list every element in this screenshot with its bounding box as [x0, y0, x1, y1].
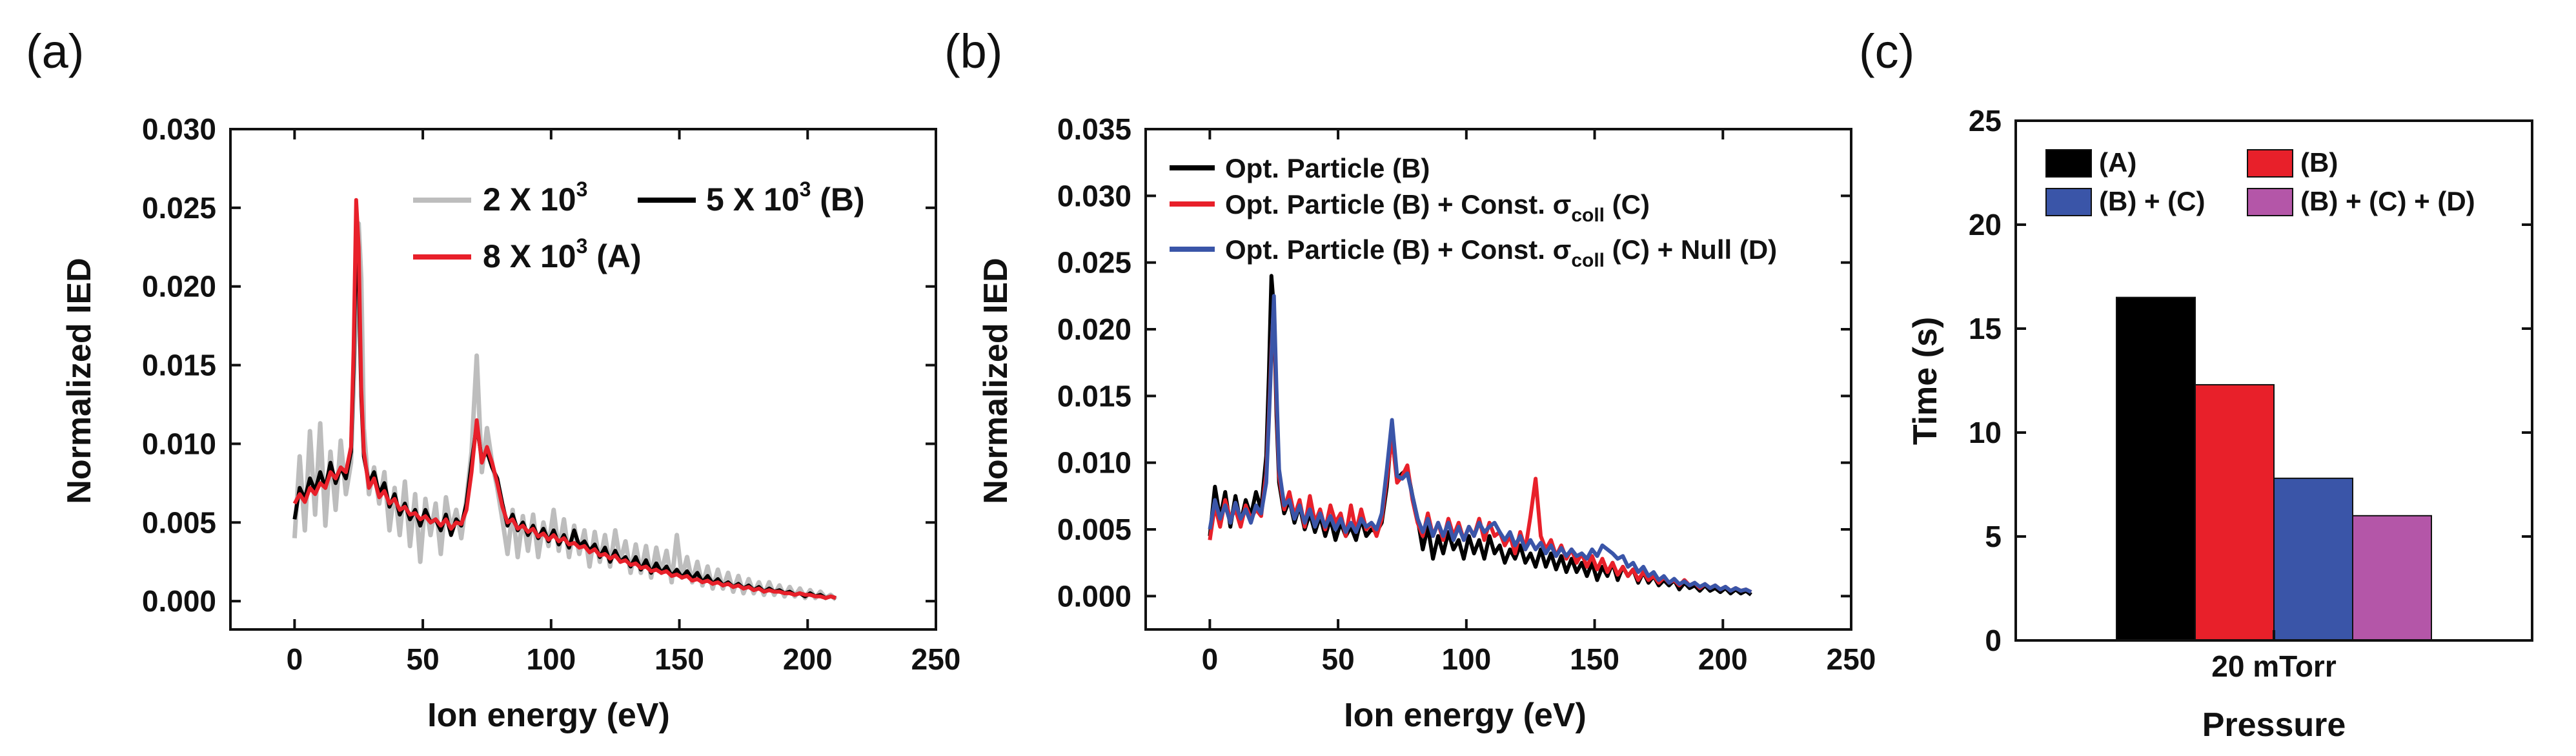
- legend-c-label-2: (B): [2300, 147, 2338, 178]
- panel-a-y-axis-title: Normalized IED: [61, 258, 98, 504]
- panel-c-y-tick-label: 5: [1985, 520, 2002, 553]
- panel-c-y-tick-label: 20: [1969, 208, 2002, 241]
- panel-c-x-axis-title: Pressure: [2202, 706, 2346, 744]
- panel-b-y-tick-label: 0.020: [1057, 312, 1131, 346]
- panel-a-x-tick-labels: 0 50 100 150 200 250: [287, 642, 961, 676]
- panel-b-x-tick-label: 250: [1827, 642, 1876, 676]
- legend-c-swatch-4: [2247, 188, 2293, 216]
- legend-c-swatch-1: [2045, 149, 2092, 178]
- panel-b-y-tick-label: 0.005: [1057, 513, 1131, 546]
- panel-b-x-tick-label: 0: [1202, 642, 1219, 676]
- panel-b-x-tick-label: 100: [1441, 642, 1491, 676]
- panel-c-category-label: 20 mTorr: [2211, 649, 2337, 683]
- panel-b-label: (b): [944, 25, 1002, 78]
- panel-b-x-axis-title: Ion energy (eV): [1344, 697, 1587, 734]
- panel-c-legend: (A) (B) (B) + (C) (B) + (C) + (D): [2045, 147, 2475, 216]
- panel-a-series-line-3: [292, 198, 837, 600]
- legend-a-label-2: 5 X 103 (B): [706, 178, 865, 218]
- panel-c-bars: [2116, 296, 2432, 642]
- panel-b-y-tick-label: 0.030: [1057, 179, 1131, 212]
- panel-b-y-tick-label: 0.035: [1057, 112, 1131, 146]
- panel-a-x-axis-title: Ion energy (eV): [427, 697, 670, 734]
- panel-c-y-tick-label: 10: [1969, 416, 2002, 449]
- panel-b-frame: [1144, 128, 1852, 631]
- panel-b: (b) 0 50 100 150 200 250 0.000 0.005 0.010 0.015…: [944, 25, 1876, 734]
- panel-a-y-tick-label: 0.005: [142, 506, 216, 539]
- panel-a-series: [292, 198, 838, 602]
- panel-c-bar-2: [2195, 383, 2275, 641]
- panel-a: (a) 0 50 100 150 200 250 0.000 0.005 0.010 0.015…: [26, 25, 960, 734]
- panel-a-x-tick-label: 200: [783, 642, 833, 676]
- legend-c-label-1: (A): [2099, 147, 2136, 178]
- panel-a-x-tick-label: 150: [654, 642, 704, 676]
- panel-c-frame: [2014, 119, 2533, 642]
- panel-a-y-tick-label: 0.000: [142, 584, 216, 618]
- panel-b-series-line-3: [1208, 294, 1752, 594]
- legend-c-swatch-3: [2045, 188, 2092, 216]
- panel-a-legend: 2 X 103 5 X 103 (B) 8 X 103 (A): [413, 178, 865, 274]
- panel-a-x-tick-label: 50: [407, 642, 440, 676]
- panel-a-y-tick-labels: 0.000 0.005 0.010 0.015 0.020 0.025 0.030: [142, 112, 216, 618]
- panel-b-series: [1208, 274, 1752, 597]
- panel-a-y-tick-label: 0.010: [142, 427, 216, 460]
- legend-c-swatch-2: [2247, 149, 2293, 178]
- panel-b-y-axis-title: Normalized IED: [977, 258, 1015, 504]
- panel-a-y-tick-label: 0.030: [142, 112, 216, 146]
- panel-a-y-tick-label: 0.025: [142, 191, 216, 225]
- panel-b-y-tick-label: 0.025: [1057, 246, 1131, 280]
- panel-b-y-tick-label: 0.000: [1057, 579, 1131, 613]
- panel-b-series-line-1: [1208, 274, 1752, 597]
- panel-b-x-tick-labels: 0 50 100 150 200 250: [1202, 642, 1876, 676]
- panel-b-x-tick-label: 150: [1570, 642, 1619, 676]
- panel-a-x-tick-label: 100: [526, 642, 576, 676]
- panel-c-y-axis-title: Time (s): [1907, 317, 1944, 445]
- panel-a-y-tick-label: 0.015: [142, 349, 216, 382]
- panel-c-y-tick-label: 25: [1969, 104, 2002, 138]
- panel-c-y-tick-labels: 0 5 10 15 20 25: [1969, 104, 2002, 657]
- panel-c-bar-3: [2273, 477, 2353, 642]
- legend-b-label-1: Opt. Particle (B): [1225, 153, 1430, 183]
- legend-b-label-3: Opt. Particle (B) + Const. σcoll (C) + N…: [1225, 234, 1777, 271]
- legend-c-label-4: (B) + (C) + (D): [2300, 186, 2475, 216]
- panel-b-legend: Opt. Particle (B) Opt. Particle (B) + Co…: [1170, 153, 1777, 271]
- panel-b-x-tick-label: 50: [1322, 642, 1355, 676]
- panel-b-y-tick-label: 0.015: [1057, 379, 1131, 413]
- legend-c-label-3: (B) + (C): [2099, 186, 2205, 216]
- panel-a-x-tick-label: 250: [911, 642, 961, 676]
- panel-a-label: (a): [26, 25, 84, 78]
- panel-a-y-tick-label: 0.020: [142, 270, 216, 303]
- legend-b-label-2: Opt. Particle (B) + Const. σcoll (C): [1225, 189, 1650, 226]
- panel-b-y-tick-labels: 0.000 0.005 0.010 0.015 0.020 0.025 0.030 0.035: [1057, 112, 1131, 613]
- panel-c-bar-4: [2352, 515, 2432, 641]
- panel-a-x-tick-label: 0: [287, 642, 303, 676]
- panel-c-bar-1: [2116, 296, 2196, 641]
- panel-a-frame: [229, 128, 937, 631]
- panel-c-y-tick-label: 0: [1985, 624, 2002, 657]
- panel-c-y-tick-label: 15: [1969, 312, 2002, 345]
- legend-a-label-3: 8 X 103 (A): [483, 234, 642, 274]
- panel-b-y-tick-label: 0.010: [1057, 446, 1131, 480]
- panel-c: (c) 0 5 10 15 20 25 20 mTorr Pressure Time (s…: [1859, 25, 2533, 744]
- panel-b-x-tick-label: 200: [1698, 642, 1748, 676]
- panel-c-label: (c): [1859, 25, 1914, 78]
- legend-a-label-1: 2 X 103: [483, 178, 587, 218]
